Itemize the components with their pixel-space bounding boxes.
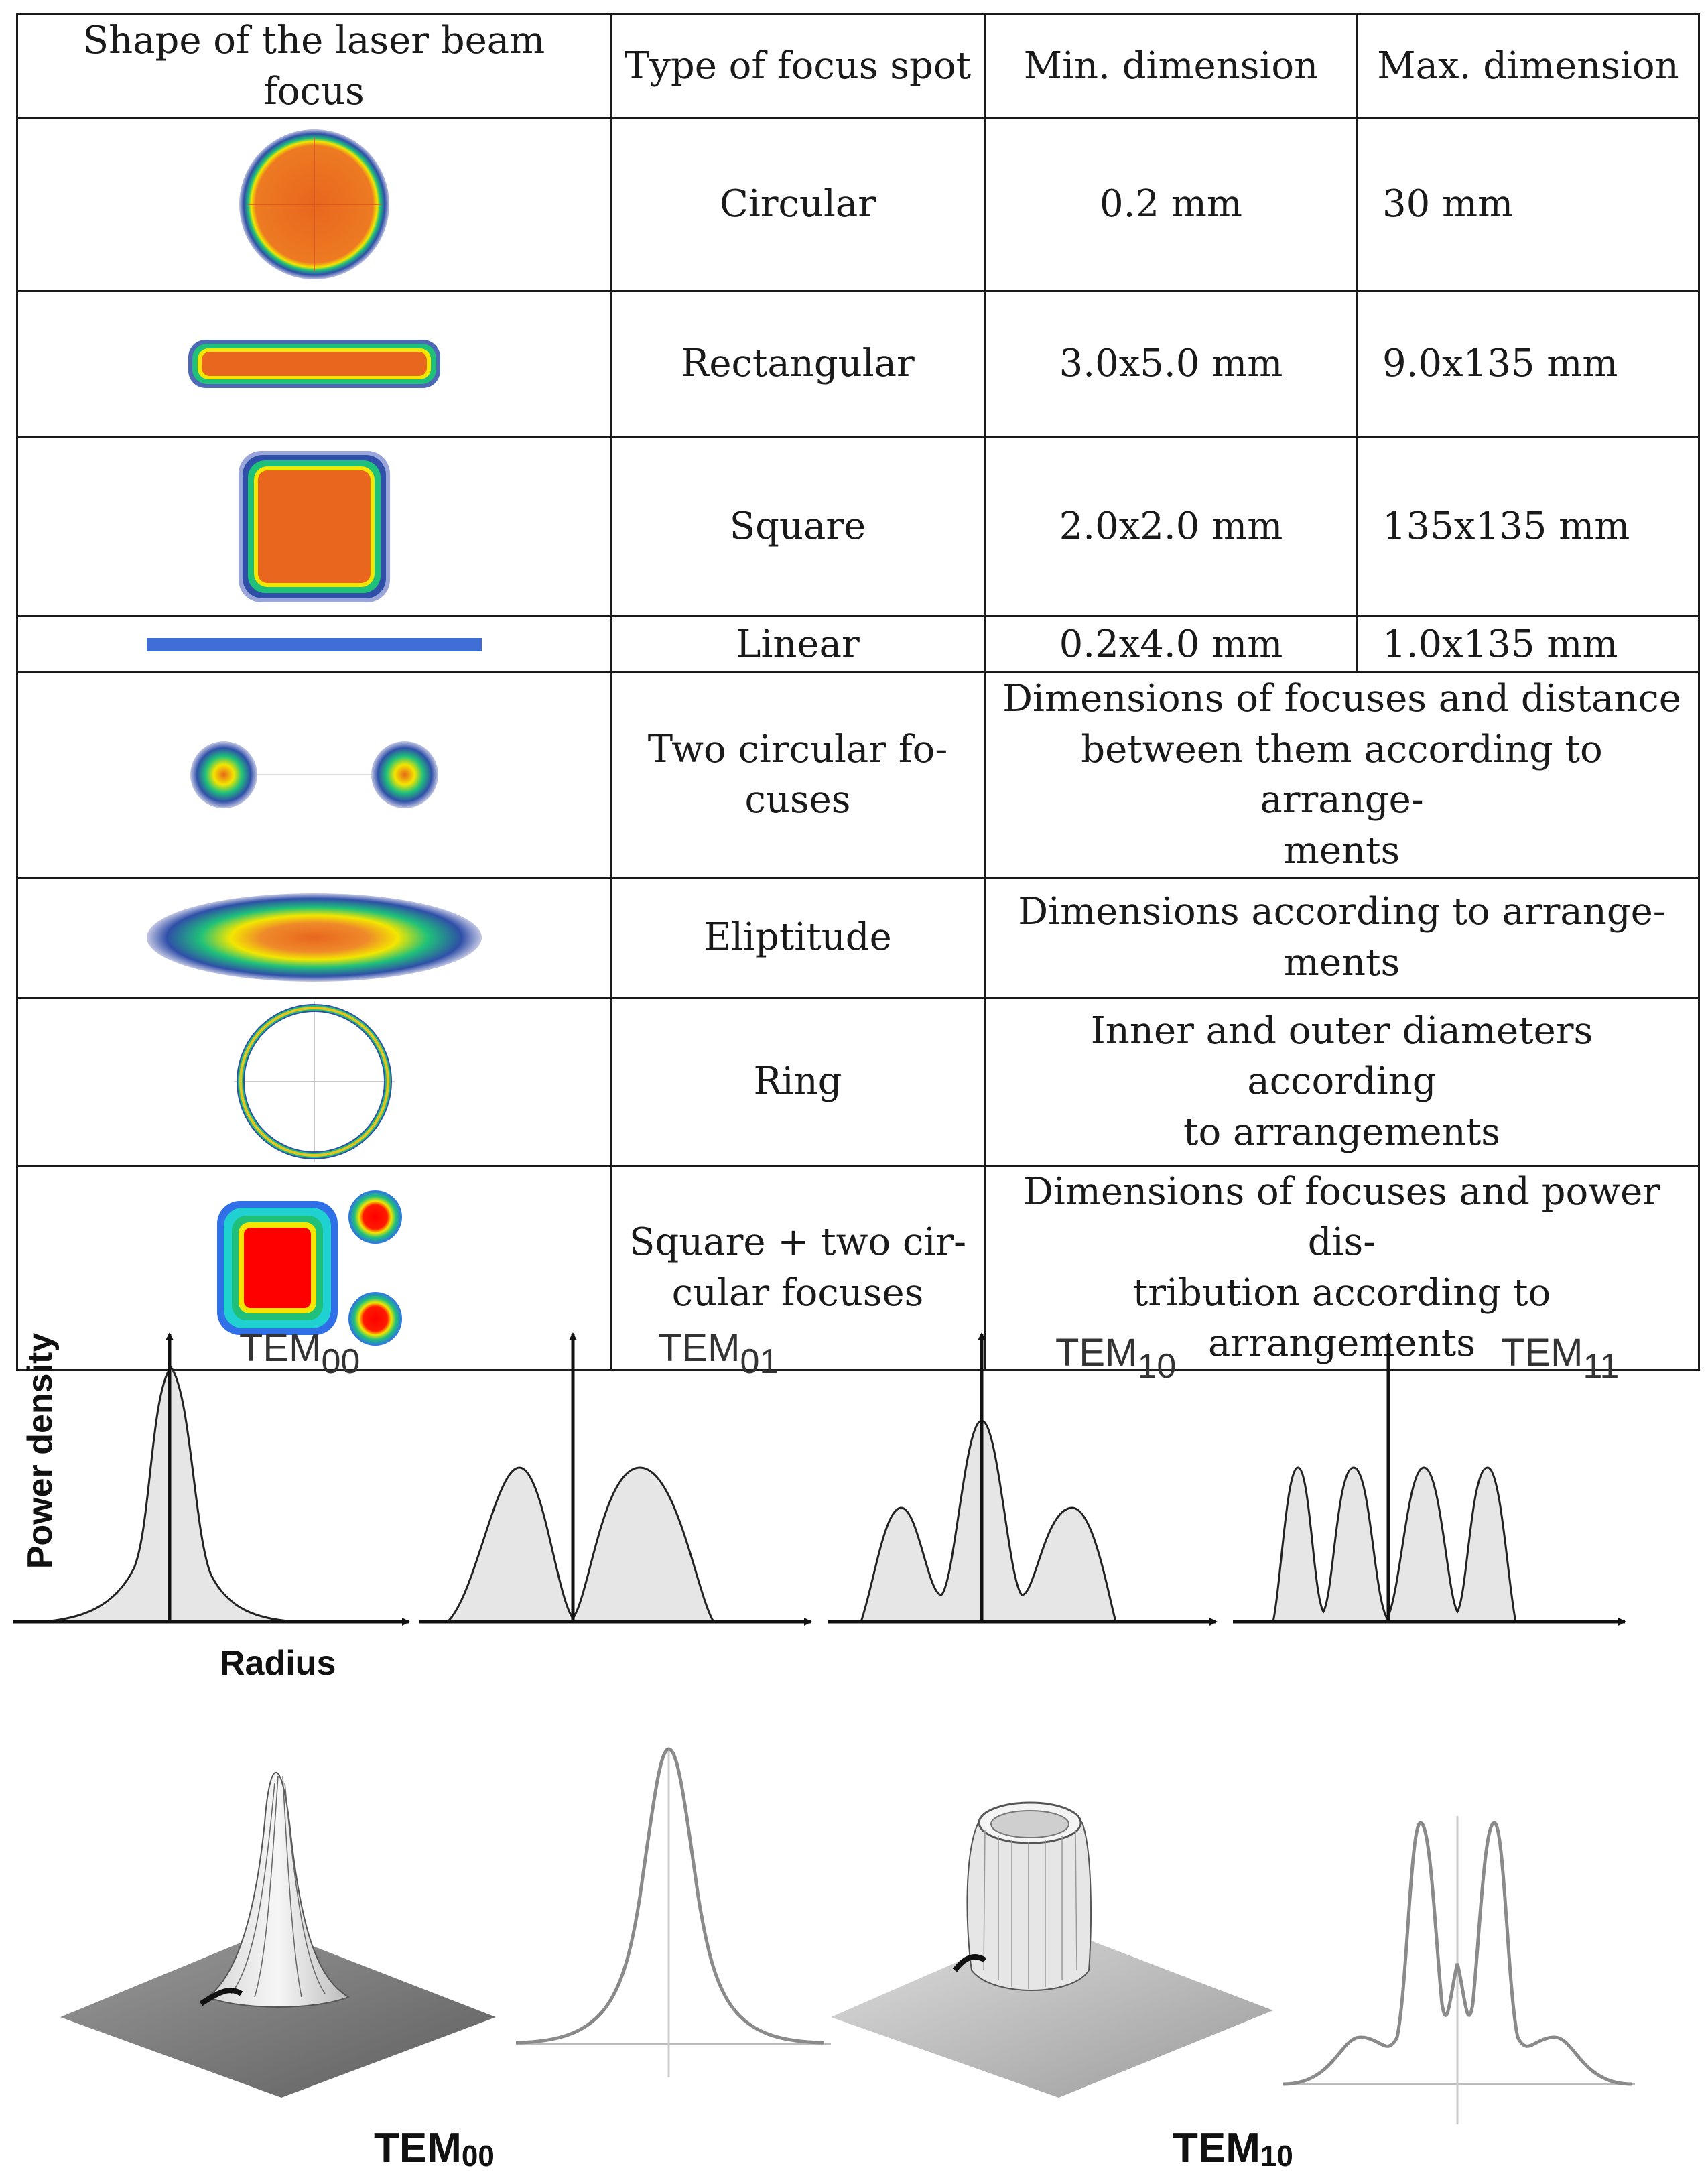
tem10-plot [828, 1332, 1218, 1626]
tem01-curve [445, 1466, 716, 1623]
tem00-label: TEM00 [374, 2124, 495, 2173]
two-circular-focus-shape [16, 671, 612, 879]
ring-focus-icon [233, 1001, 395, 1163]
circular-focus-shape [16, 117, 612, 292]
cell-type: Eliptitude [610, 876, 986, 999]
table-header-row: Shape of the laser beam focus Type of fo… [16, 13, 1700, 119]
table-row: Square 2.0x2.0 mm 135x135 mm [16, 436, 1700, 618]
dims-line: Dimensions of focuses and power dis- [1023, 1169, 1661, 1265]
tem01-title-sub: 01 [740, 1342, 779, 1381]
cell-max: 30 mm [1356, 117, 1700, 292]
table-row: Eliptitude Dimensions according to arran… [16, 876, 1700, 999]
linear-focus-shape [16, 615, 612, 674]
dims-line: ments [1283, 941, 1400, 985]
tem10-label-sub: 10 [1260, 2140, 1293, 2173]
cell-min: 0.2x4.0 mm [984, 615, 1358, 674]
tem01-title: TEM01 [658, 1326, 779, 1382]
cell-type: Rectangular [610, 290, 986, 438]
tem10-curve [859, 1419, 1117, 1623]
cell-dimensions: Dimensions of focuses and distance betwe… [984, 671, 1700, 879]
tem00-label-sub: 00 [461, 2140, 495, 2173]
table-row: Two circular fo- cuses Dimensions of foc… [16, 671, 1700, 879]
two-circular-focus-icon [190, 741, 438, 809]
cell-type: Square + two cir- cular focuses [610, 1164, 986, 1371]
cell-max: 1.0x135 mm [1356, 615, 1700, 674]
rectangular-focus-icon [188, 339, 440, 388]
tem01-title-prefix: TEM [658, 1326, 740, 1370]
tem01-plot [419, 1332, 812, 1626]
tem10-3d-surface [831, 1801, 1273, 2098]
square-two-circular-focus-icon [216, 1190, 402, 1346]
ring-focus-shape [16, 997, 612, 1167]
tem10-label-prefix: TEM [1173, 2125, 1260, 2171]
tem10-title-sub: 10 [1137, 1347, 1177, 1386]
cell-max: 135x135 mm [1356, 436, 1700, 618]
table-row: Square + two cir- cular focuses Dimensio… [16, 1164, 1700, 1371]
type-line: Two circular fo- [647, 727, 948, 771]
dims-line: Dimensions of focuses and distance [1002, 677, 1681, 721]
cell-dimensions: Dimensions of focuses and power dis- tri… [984, 1164, 1700, 1371]
cell-type: Ring [610, 997, 986, 1167]
cell-min: 2.0x2.0 mm [984, 436, 1358, 618]
linear-focus-icon [146, 637, 482, 651]
tem00-title-prefix: TEM [239, 1326, 322, 1370]
tem11-title: TEM11 [1501, 1330, 1619, 1387]
cell-type: Circular [610, 117, 986, 292]
tem00-title-sub: 00 [321, 1342, 360, 1381]
table-row: Circular 0.2 mm 30 mm [16, 117, 1700, 292]
focus-table: Shape of the laser beam focus Type of fo… [16, 13, 1700, 1371]
tem00-title: TEM00 [239, 1326, 360, 1382]
dims-line: Inner and outer diameters according [1090, 1009, 1593, 1104]
table-row: Rectangular 3.0x5.0 mm 9.0x135 mm [16, 290, 1700, 438]
square-two-circular-focus-shape [16, 1164, 612, 1371]
dims-line: tribution according to arrangements [1132, 1271, 1551, 1366]
tem-mode-plots [13, 1332, 1626, 1626]
tem11-curve [1272, 1466, 1517, 1623]
eliptitude-focus-icon [146, 893, 482, 982]
tem00-3d-surface [60, 1772, 496, 2098]
tem00-plot [13, 1332, 410, 1626]
tem10-title-prefix: TEM [1055, 1331, 1138, 1374]
tem11-plot [1233, 1332, 1626, 1626]
type-line: cuses [744, 778, 851, 822]
dims-line: to arrangements [1183, 1110, 1500, 1154]
tem11-title-sub: 11 [1583, 1347, 1620, 1386]
x-axis-label: Radius [220, 1644, 336, 1683]
tem10-label: TEM10 [1173, 2124, 1293, 2173]
y-axis-label: Power density [21, 1332, 60, 1569]
header-type: Type of focus spot [610, 13, 986, 119]
square-focus-shape [16, 436, 612, 618]
tem00-label-prefix: TEM [374, 2125, 462, 2171]
cell-min: 3.0x5.0 mm [984, 290, 1358, 438]
tem10-line-profile [1283, 1816, 1635, 2124]
tem11-title-prefix: TEM [1501, 1331, 1583, 1374]
table-row: Ring Inner and outer diameters according… [16, 997, 1700, 1167]
cell-type: Two circular fo- cuses [610, 671, 986, 879]
cell-dimensions: Dimensions according to arrange- ments [984, 876, 1700, 999]
header-max: Max. dimension [1356, 13, 1700, 119]
dims-line: Dimensions according to arrange- [1018, 890, 1666, 934]
header-min: Min. dimension [984, 13, 1358, 119]
dims-line: ments [1283, 828, 1400, 873]
circular-focus-icon [239, 129, 389, 279]
cell-min: 0.2 mm [984, 117, 1358, 292]
square-focus-icon [238, 450, 390, 602]
cell-type: Square [610, 436, 986, 618]
cell-max: 9.0x135 mm [1356, 290, 1700, 438]
type-line: Square + two cir- [629, 1220, 966, 1265]
cell-dimensions: Inner and outer diameters according to a… [984, 997, 1700, 1167]
beam-profiles [60, 1747, 1635, 2124]
dims-line: between them according to arrange- [1081, 727, 1603, 822]
tem10-title: TEM10 [1055, 1330, 1176, 1387]
cell-type: Linear [610, 615, 986, 674]
type-line: cular focuses [671, 1271, 924, 1315]
tem00-line-profile [515, 1747, 831, 2077]
eliptitude-focus-shape [16, 876, 612, 999]
rectangular-focus-shape [16, 290, 612, 438]
table-row: Linear 0.2x4.0 mm 1.0x135 mm [16, 615, 1700, 674]
header-shape: Shape of the laser beam focus [16, 13, 612, 119]
